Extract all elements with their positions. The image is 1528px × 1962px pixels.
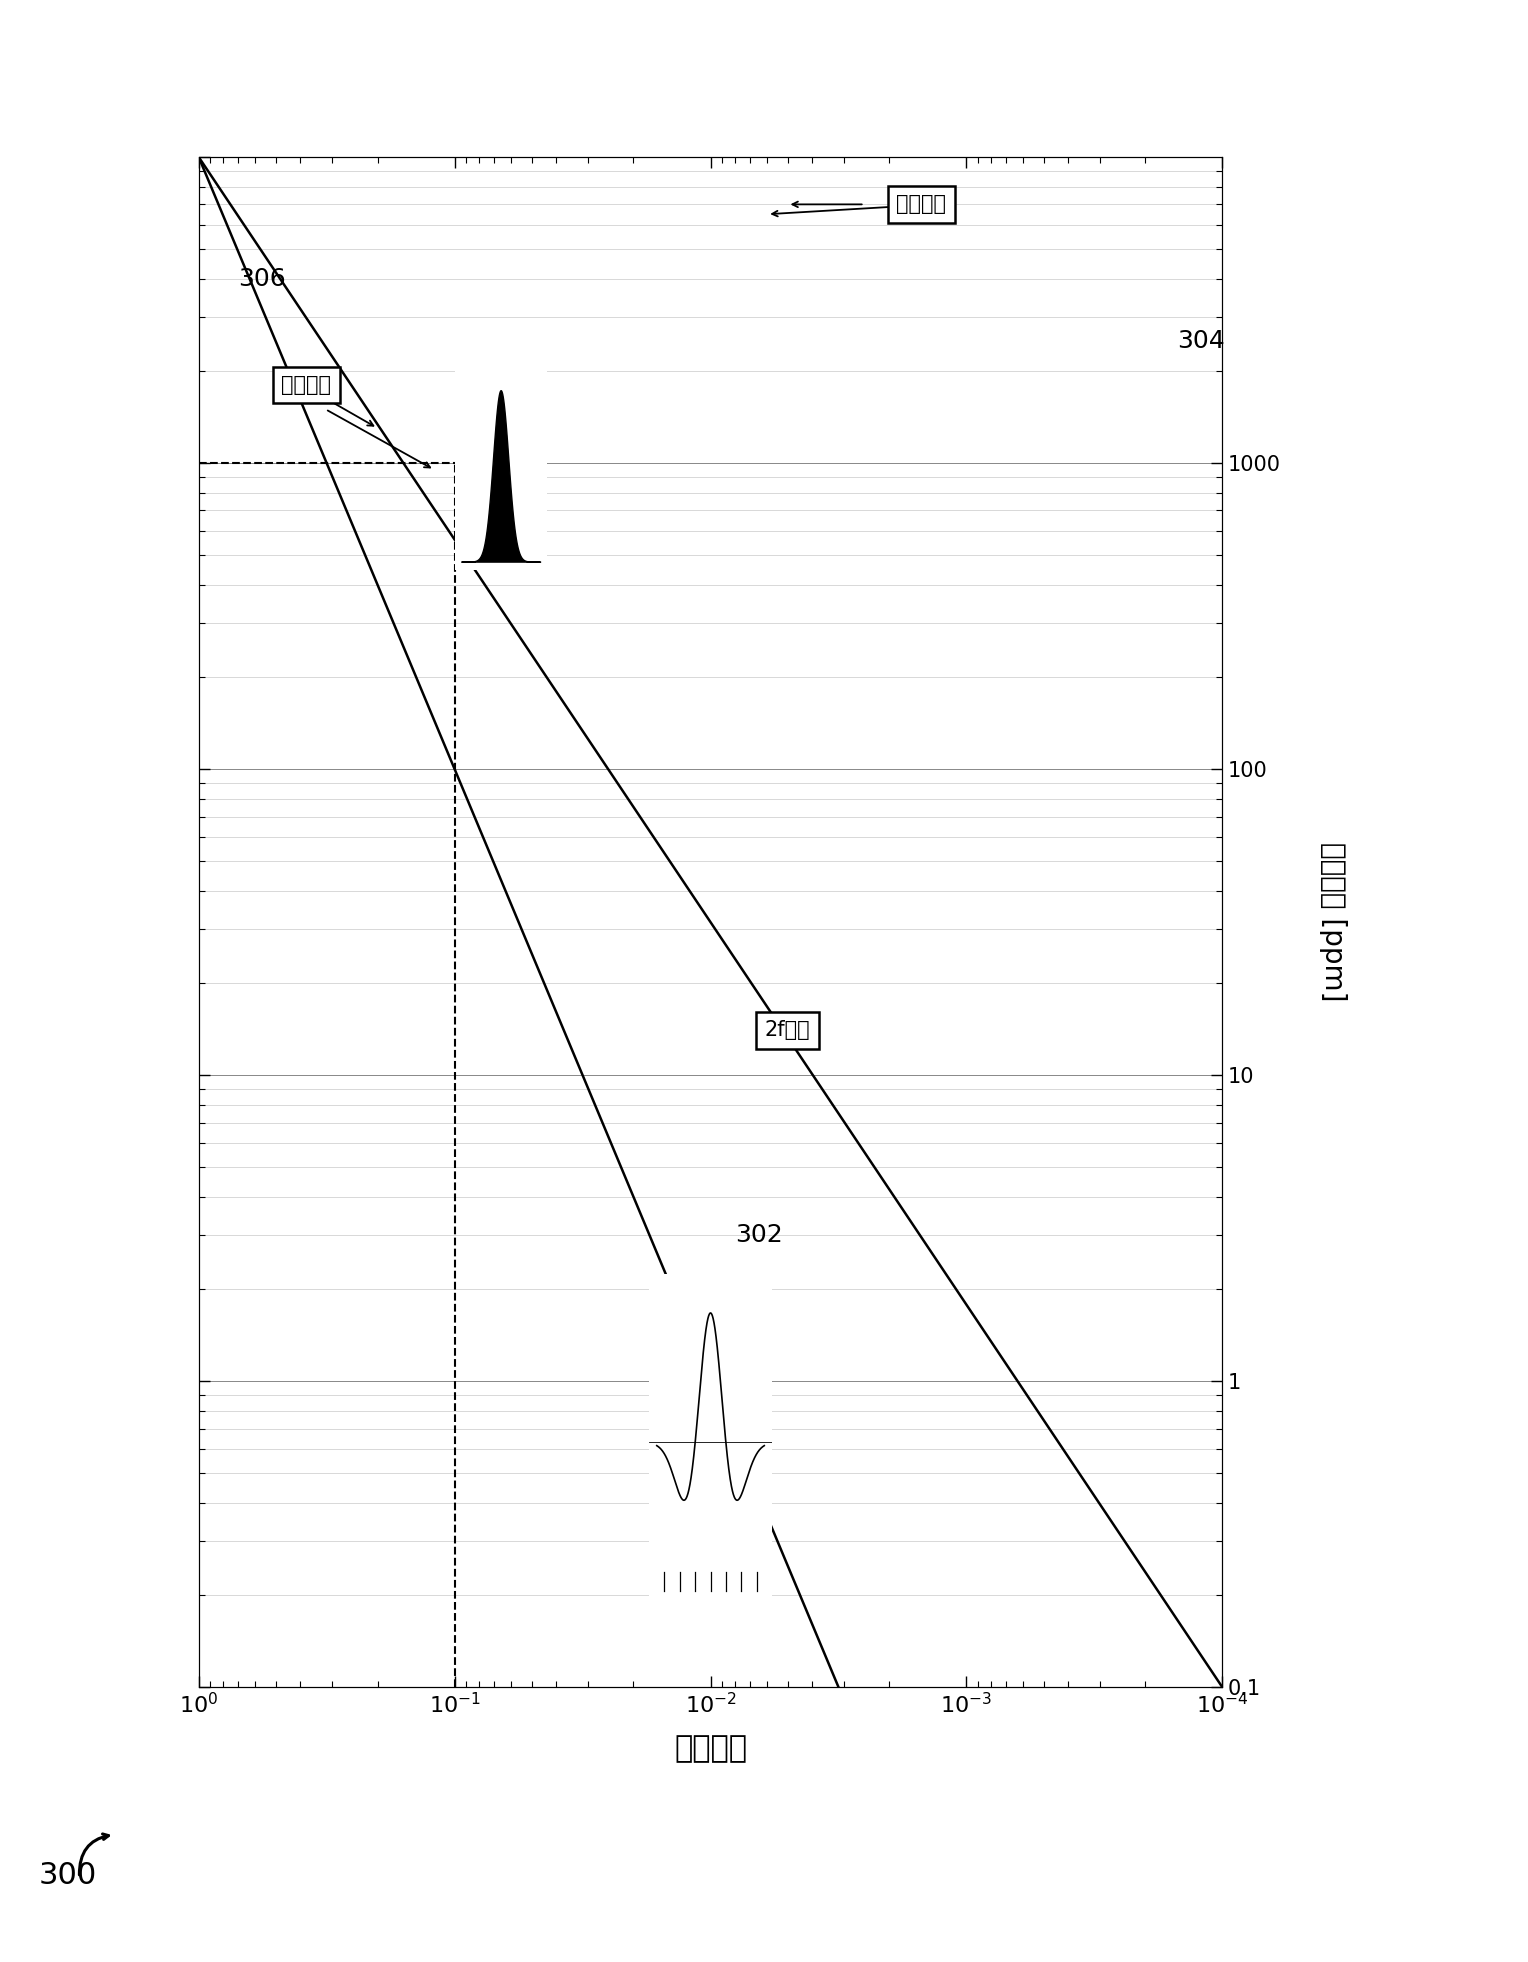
Text: 校准区域: 校准区域 [281,375,332,394]
Text: 304: 304 [1178,330,1225,353]
Text: 300: 300 [38,1862,96,1889]
Text: 2f技术: 2f技术 [764,1020,810,1040]
Text: 直接吸收: 直接吸收 [897,194,946,214]
Y-axis label: 种类浓度 [ppm]: 种类浓度 [ppm] [1319,842,1348,1003]
X-axis label: 吸收强度: 吸收强度 [674,1734,747,1764]
Text: 306: 306 [238,267,286,290]
Text: 302: 302 [735,1222,782,1248]
